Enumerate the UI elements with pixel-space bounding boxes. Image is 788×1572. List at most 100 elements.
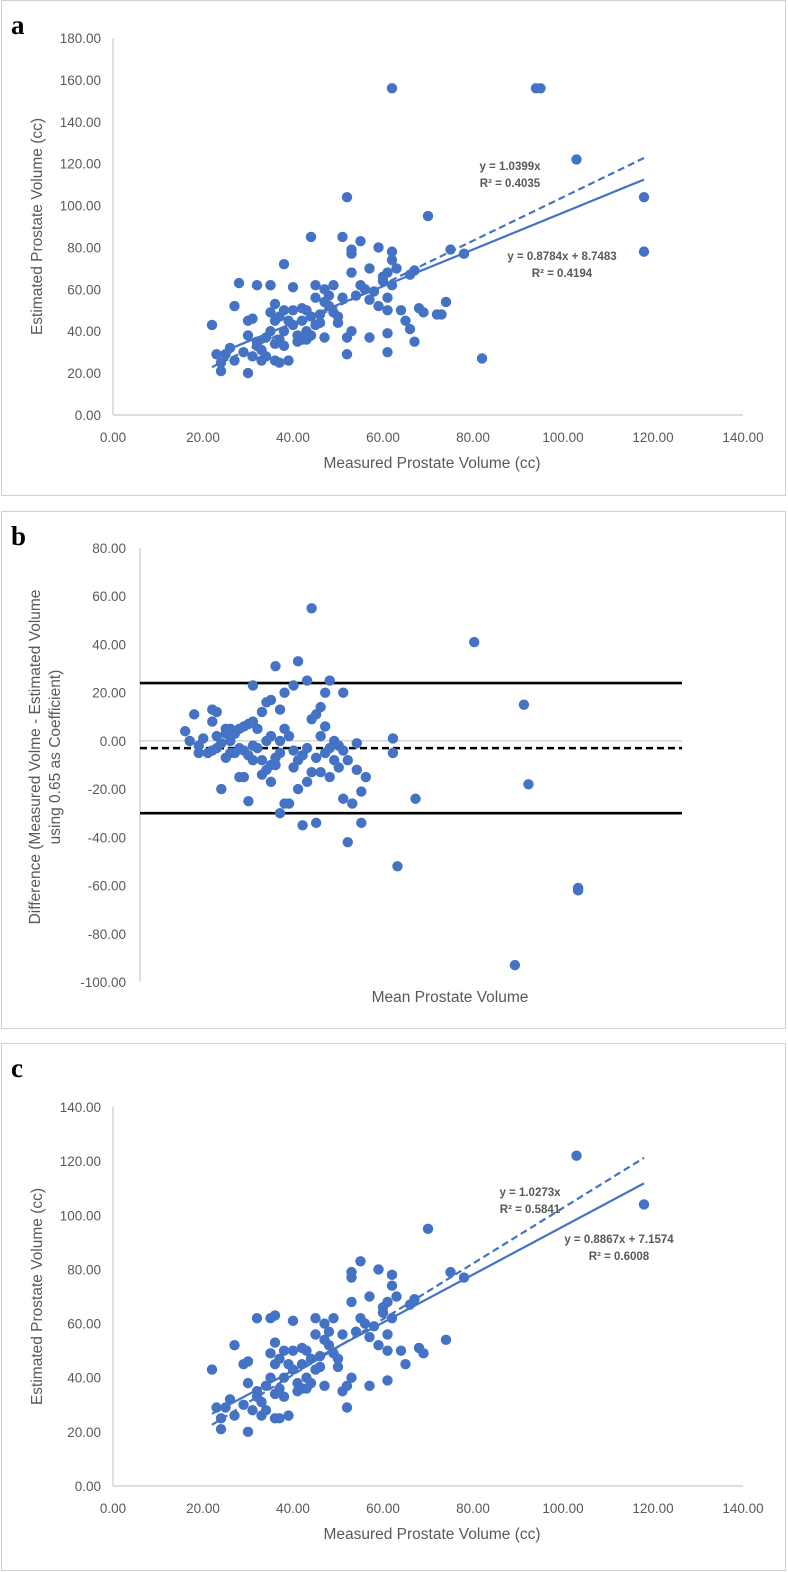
data-point xyxy=(346,267,357,278)
data-point xyxy=(278,340,290,352)
data-point xyxy=(350,1326,362,1337)
data-point xyxy=(373,300,384,312)
data-point xyxy=(386,1269,398,1281)
data-point xyxy=(355,1256,366,1267)
y-tick-label: -80.00 xyxy=(88,927,126,942)
data-point xyxy=(229,300,240,312)
data-point xyxy=(278,1345,290,1356)
y-axis-title: Estimated Prostate Volume (cc) xyxy=(29,118,46,335)
data-point xyxy=(247,351,258,362)
data-point xyxy=(305,330,317,341)
data-point xyxy=(391,1291,402,1302)
data-point xyxy=(270,660,281,672)
data-point xyxy=(242,1377,254,1389)
data-point xyxy=(364,294,375,306)
data-point xyxy=(395,305,407,316)
data-point xyxy=(198,733,209,744)
data-point xyxy=(301,776,313,788)
data-point xyxy=(265,730,277,742)
data-point xyxy=(418,1348,429,1359)
trendline-r-squared: R² = 0.4194 xyxy=(532,268,593,280)
data-point xyxy=(310,1312,321,1324)
data-point xyxy=(364,1291,375,1302)
data-point xyxy=(206,1364,218,1375)
data-point xyxy=(179,726,191,737)
data-point xyxy=(347,798,358,809)
data-point xyxy=(518,699,530,710)
data-point xyxy=(315,701,326,713)
data-point xyxy=(278,1391,290,1402)
data-point xyxy=(337,1329,348,1340)
data-point xyxy=(386,246,398,257)
chart-panel-c: c 0.00 20.00 40.00 60.00 80.00 100.00 120.00 14… xyxy=(1,1043,786,1571)
data-point xyxy=(400,315,411,326)
data-point xyxy=(315,730,326,742)
data-point xyxy=(351,764,362,776)
data-point xyxy=(364,263,375,274)
y-tick-label: 60.00 xyxy=(67,282,101,297)
trendline-r-squared: R² = 0.5841 xyxy=(500,1204,561,1216)
data-point xyxy=(283,798,295,809)
y-tick-label: 60.00 xyxy=(92,589,126,604)
data-point xyxy=(314,1361,326,1373)
x-tick-label: 0.00 xyxy=(100,430,126,445)
data-point xyxy=(184,735,195,747)
data-point xyxy=(274,747,286,759)
data-point xyxy=(265,776,277,788)
x-axis-title: Measured Prostate Volume (cc) xyxy=(323,455,540,472)
data-point xyxy=(409,336,420,347)
data-point xyxy=(355,235,366,247)
data-point xyxy=(359,1318,371,1329)
data-point xyxy=(242,330,254,341)
data-point xyxy=(410,793,421,804)
data-point xyxy=(324,675,335,686)
data-point xyxy=(189,709,200,720)
data-point xyxy=(283,1410,294,1421)
y-tick-label: -40.00 xyxy=(88,830,126,845)
data-point xyxy=(310,292,321,303)
x-tick-label: 140.00 xyxy=(722,1501,763,1516)
data-point xyxy=(382,292,393,303)
data-point xyxy=(256,1396,267,1408)
data-point xyxy=(476,353,488,364)
data-point xyxy=(247,313,258,324)
data-point xyxy=(323,1340,335,1351)
data-point xyxy=(382,328,393,339)
data-point xyxy=(287,282,299,293)
y-tick-label: 140.00 xyxy=(60,1100,101,1115)
data-point xyxy=(377,1307,389,1318)
data-point xyxy=(288,745,299,756)
data-point xyxy=(265,694,277,706)
y-tick-label: 0.00 xyxy=(75,1479,101,1494)
data-point xyxy=(242,367,254,379)
data-point xyxy=(269,298,281,310)
x-tick-label: 60.00 xyxy=(366,1501,400,1516)
trendline-linear xyxy=(211,1182,645,1415)
data-point xyxy=(315,767,326,778)
x-tick-label: 20.00 xyxy=(186,430,220,445)
trendline-equation: y = 1.0273x xyxy=(499,1187,561,1199)
y-tick-label: 180.00 xyxy=(60,31,101,46)
x-tick-label: 120.00 xyxy=(632,1501,673,1516)
data-point xyxy=(247,1405,258,1416)
data-point xyxy=(391,263,402,274)
data-point xyxy=(346,248,357,259)
data-point xyxy=(305,1377,317,1389)
x-tick-label: 80.00 xyxy=(456,430,490,445)
data-point xyxy=(274,808,286,819)
data-point xyxy=(418,307,429,318)
data-point xyxy=(341,1380,353,1392)
data-point xyxy=(288,680,299,691)
data-point xyxy=(387,747,399,759)
y-tick-label: 100.00 xyxy=(60,1208,101,1223)
data-point xyxy=(332,1353,344,1364)
data-point xyxy=(342,754,353,766)
y-tick-label: -20.00 xyxy=(88,782,126,797)
x-axis-title: Measured Prostate Volume (cc) xyxy=(323,1526,540,1543)
data-point xyxy=(346,1296,357,1308)
y-tick-label: 100.00 xyxy=(60,199,101,214)
data-point xyxy=(346,1272,357,1283)
data-point xyxy=(382,1296,393,1308)
x-tick-label: 100.00 xyxy=(542,430,583,445)
data-point xyxy=(278,259,290,270)
